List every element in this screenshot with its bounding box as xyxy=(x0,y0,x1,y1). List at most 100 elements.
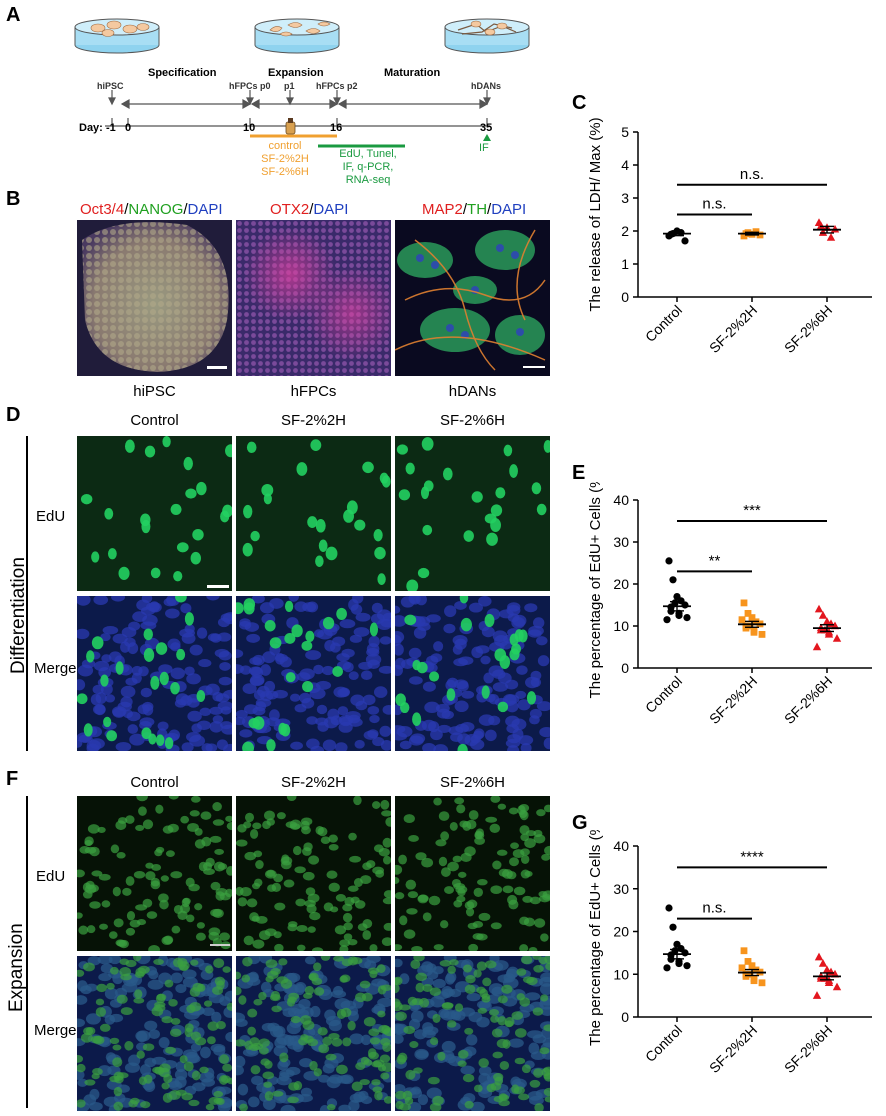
y-tick-label: 30 xyxy=(613,534,629,550)
panel-d-side-bracket xyxy=(26,436,28,751)
y-axis-label: The release of LDH/ Max (%) xyxy=(587,117,604,311)
y-tick-label: 30 xyxy=(613,881,629,897)
data-point xyxy=(830,224,840,233)
y-tick-label: 40 xyxy=(613,492,629,508)
timeline-schematic xyxy=(74,18,530,148)
scale-bar-d xyxy=(207,585,229,588)
y-tick-label: 2 xyxy=(621,223,629,239)
panel-label-g: G xyxy=(572,812,588,834)
data-point xyxy=(683,962,691,970)
stage-hipsc: hiPSC xyxy=(97,81,124,91)
data-point xyxy=(816,221,826,230)
stage-hdans: hDANs xyxy=(471,81,502,91)
treatment-sf-6h: SF-2%6H xyxy=(261,166,309,178)
stage-p1: p1 xyxy=(284,81,295,91)
y-axis-label: The percentage of EdU+ Cells (%) xyxy=(587,482,604,698)
y-tick-label: 0 xyxy=(621,1009,629,1025)
panel-f-side-bracket xyxy=(26,796,28,1108)
significance-label: n.s. xyxy=(740,166,764,183)
data-point xyxy=(663,964,671,972)
phase-expansion: Expansion xyxy=(268,67,324,79)
micrograph-d-merge-1 xyxy=(77,596,232,751)
data-point xyxy=(818,611,828,619)
data-point xyxy=(812,991,822,999)
title-part: / xyxy=(183,201,188,218)
micrograph-d-merge-2 xyxy=(236,596,391,751)
panel-label-e: E xyxy=(572,462,586,484)
silk-fibroin-bottle-icon xyxy=(285,118,296,135)
panel-label-c: C xyxy=(572,92,587,114)
title-part: / xyxy=(462,201,468,218)
x-tick-label: Control xyxy=(642,1022,685,1065)
significance-label: **** xyxy=(740,848,764,865)
panel-label-d: D xyxy=(6,404,21,426)
chart-c-svg: 0 1 2 3 4 5 The release of LDH/ Max (%) Control… xyxy=(587,117,872,356)
scale-bar-f xyxy=(210,944,230,946)
data-point xyxy=(748,614,756,621)
day-minus1: -1 xyxy=(106,122,116,134)
panel-d-col-sf-6h: SF-2%6H xyxy=(439,412,506,429)
data-point xyxy=(665,557,673,565)
data-point xyxy=(814,604,824,613)
chart-e-svg: 0 10 20 30 40 The percentage of EdU+ Cells (%… xyxy=(587,470,872,727)
panel-b-title-hipsc: Oct3/4/NANOG/DAPI xyxy=(80,201,223,218)
data-point xyxy=(832,982,842,991)
data-point xyxy=(681,237,689,245)
y-tick-label: 10 xyxy=(613,618,629,634)
data-point xyxy=(746,622,754,630)
treatment-sf-2h: SF-2%2H xyxy=(261,153,309,165)
data-point xyxy=(758,631,766,638)
assay-list: EdU, Tunel, IF, q-PCR, RNA-seq xyxy=(330,148,406,187)
data-point xyxy=(675,959,683,968)
data-point xyxy=(742,624,750,632)
data-point xyxy=(740,599,748,607)
significance-label: *** xyxy=(743,502,761,519)
treatment-list: control SF-2%2H SF-2%6H xyxy=(252,140,318,179)
title-part: / xyxy=(309,201,314,218)
data-point xyxy=(750,628,758,636)
data-point xyxy=(742,972,750,980)
if-arrow-icon xyxy=(483,134,491,141)
title-part: TH xyxy=(467,201,488,218)
data-point xyxy=(665,904,673,912)
data-point xyxy=(683,614,691,622)
micrograph-d-edu-3 xyxy=(395,436,550,591)
dish-icon-hdans xyxy=(444,18,530,54)
data-point xyxy=(824,629,834,638)
panel-d-row-merge: Merge xyxy=(34,660,77,677)
chart-c: 0 1 2 3 4 5 The release of LDH/ Max (%) Control… xyxy=(572,110,886,410)
data-point xyxy=(756,231,764,239)
panel-label-b: B xyxy=(6,188,21,210)
panel-f-col-sf-2h: SF-2%2H xyxy=(280,774,347,791)
day-16: 16 xyxy=(330,122,343,134)
panel-d-col-control: Control xyxy=(130,412,179,429)
caption-hipsc: hiPSC xyxy=(133,383,176,400)
data-point xyxy=(750,977,758,985)
x-tick-label: SF-2%2H xyxy=(706,673,760,727)
title-part: DAPI xyxy=(187,201,223,218)
day-ticks xyxy=(111,118,488,126)
micrograph-hfpcs xyxy=(236,220,391,376)
y-tick-label: 1 xyxy=(621,256,629,272)
y-axis-label: The percentage of EdU+ Cells (%) xyxy=(587,830,604,1046)
data-point xyxy=(746,970,754,978)
x-tick-label: SF-2%6H xyxy=(781,302,835,356)
micrograph-f-edu-3 xyxy=(395,796,550,951)
micrograph-f-edu-2 xyxy=(236,796,391,951)
y-tick-label: 3 xyxy=(621,190,629,206)
significance-label: ** xyxy=(709,552,721,569)
if-label: IF xyxy=(479,142,489,154)
data-point xyxy=(758,979,766,987)
data-point xyxy=(738,616,746,624)
y-tick-label: 10 xyxy=(613,966,629,982)
x-tick-label: SF-2%6H xyxy=(781,673,835,727)
title-part: MAP2 xyxy=(422,201,463,218)
panel-label-a: A xyxy=(6,4,21,26)
caption-hdans: hDANs xyxy=(448,383,497,400)
panel-d-col-sf-2h: SF-2%2H xyxy=(280,412,347,429)
data-point xyxy=(663,616,671,624)
data-point xyxy=(744,958,752,965)
dish-icon-hfpcs xyxy=(254,18,340,54)
phase-arrows xyxy=(108,90,491,110)
treatment-control: control xyxy=(268,140,302,152)
